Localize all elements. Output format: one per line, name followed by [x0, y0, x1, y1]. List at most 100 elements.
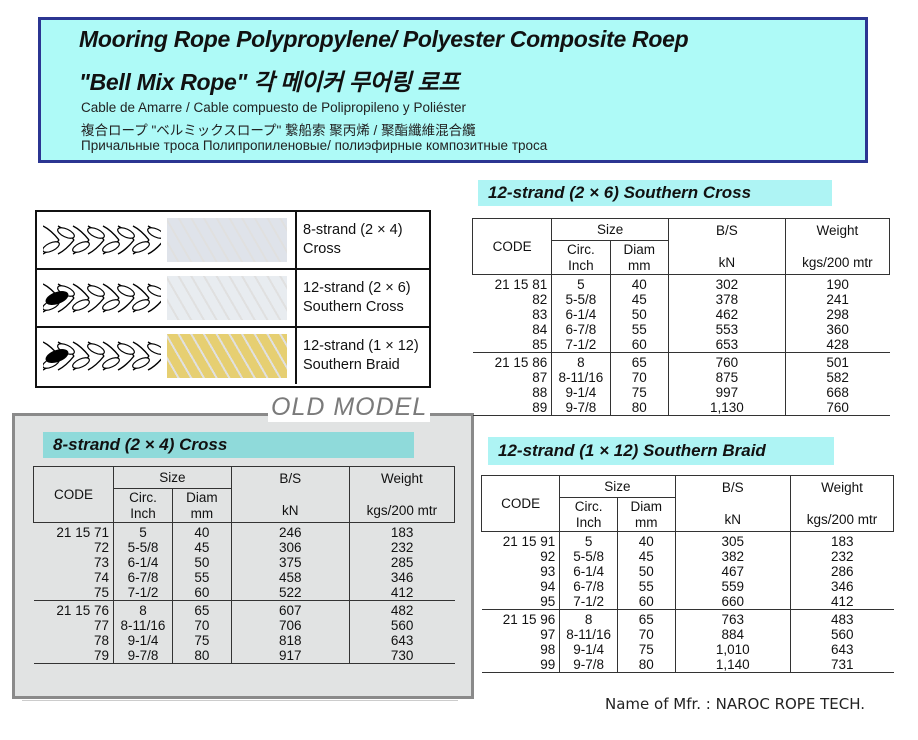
bs-cell: 917 — [230, 648, 350, 664]
circ-cell: 9-1/4 — [559, 642, 618, 657]
code-cell: 94 — [540, 579, 556, 594]
code-cell: 87 — [532, 370, 548, 385]
diam-cell: 40 — [171, 522, 232, 540]
weight-cell: 183 — [348, 522, 455, 540]
bs-header: B/S kN — [667, 218, 786, 275]
weight-cell: 582 — [784, 370, 890, 385]
circ-cell: 5 — [112, 522, 173, 540]
weight-cell: 241 — [784, 292, 890, 307]
circ-cell: 5 — [559, 531, 618, 549]
braid-drawing-icon — [43, 283, 161, 313]
code-cell: 85 — [472, 337, 552, 353]
diam-cell: 70 — [616, 627, 676, 642]
bs-cell: 375 — [230, 555, 350, 570]
mm-label: mm — [635, 514, 658, 530]
cross-title: 8-strand (2 × 4) Cross — [43, 432, 414, 458]
circ-cell: 5-5/8 — [559, 549, 618, 564]
weight-cell: 760 — [784, 400, 890, 416]
bs-cell: 246 — [230, 522, 350, 540]
weight-label: Weight — [380, 470, 423, 486]
bs-cell: 467 — [674, 564, 791, 579]
bs-cell: 763 — [674, 609, 791, 627]
subtitle-bell-mix: "Bell Mix Rope" 각 메이커 무어링 로프 — [79, 69, 460, 95]
code-cell: 92 — [540, 549, 556, 564]
circ-cell: 7-1/2 — [559, 594, 618, 610]
diam-cell: 40 — [609, 274, 669, 292]
diam-cell: 40 — [616, 531, 676, 549]
weight-label: Weight — [816, 222, 859, 238]
code-cell: 21 15 86 — [494, 355, 548, 370]
circ-cell: 7-1/2 — [112, 585, 173, 601]
diam-cell: 80 — [171, 648, 232, 664]
table-row: 99 9-7/8 80 1,140 731 — [481, 657, 894, 673]
rope-type-subname: Southern Braid — [303, 357, 400, 373]
circ-cell: 9-7/8 — [112, 648, 173, 664]
bs-cell: 1,130 — [667, 400, 786, 416]
weight-cell: 286 — [789, 564, 894, 579]
table-row: 74 6-7/8 55 458 346 — [34, 570, 455, 585]
mm-label: mm — [628, 257, 651, 273]
bs-cell: 818 — [230, 633, 350, 648]
old-model-label: OLD MODEL — [268, 393, 431, 422]
weight-cell: 501 — [784, 352, 890, 370]
code-cell: 98 — [540, 642, 556, 657]
diam-cell: 70 — [171, 618, 232, 633]
circ-cell: 5 — [551, 274, 611, 292]
diam-cell: 80 — [616, 657, 676, 673]
southern-braid-title: 12-strand (1 × 12) Southern Braid — [488, 437, 834, 465]
size-header: Size — [112, 466, 232, 489]
table-row: 85 7-1/2 60 653 428 — [472, 337, 890, 353]
bs-cell: 1,010 — [674, 642, 791, 657]
weight-cell: 360 — [784, 322, 890, 337]
table-row: 98 9-1/4 75 1,010 643 — [482, 642, 894, 657]
diam-label: Diam — [630, 498, 663, 514]
diam-cell: 50 — [609, 307, 669, 322]
circ-cell: 8-11/16 — [112, 618, 173, 633]
size-header: Size — [551, 218, 669, 241]
circ-cell: 7-1/2 — [551, 337, 611, 353]
rope-type-name: 12-strand (2 × 6) — [303, 280, 411, 296]
bs-header: B/S kN — [230, 466, 350, 523]
circ-label: Circ. — [567, 241, 595, 257]
bs-cell: 458 — [230, 570, 350, 585]
weight-cell: 643 — [348, 633, 455, 648]
circ-cell: 6-7/8 — [559, 579, 618, 594]
weight-cell: 643 — [789, 642, 894, 657]
bs-cell: 660 — [674, 594, 791, 610]
table-row: 82 5-5/8 45 378 241 — [473, 292, 890, 307]
circ-cell: 8 — [551, 352, 611, 370]
inch-label: Inch — [575, 514, 602, 530]
circ-cell: 6-7/8 — [551, 322, 611, 337]
header-row: CODE Size B/S kN Weight kgs/200 mtr — [471, 218, 891, 275]
table-row: 93 6-1/4 50 467 286 — [482, 564, 894, 579]
inch-label: Inch — [130, 505, 156, 521]
code-cell: 21 15 91 — [502, 534, 556, 549]
bs-cell: 462 — [667, 307, 786, 322]
weight-cell: 232 — [789, 549, 894, 564]
bs-cell: 760 — [667, 352, 786, 370]
diam-cell: 75 — [616, 642, 676, 657]
code-label: CODE — [492, 238, 532, 254]
kn-label: kN — [724, 511, 742, 527]
braid-drawing-icon — [43, 341, 161, 371]
bs-cell: 1,140 — [674, 657, 791, 673]
table-row: 21 15 71 5 40 246 183 — [34, 522, 455, 540]
diam-cell: 80 — [609, 400, 669, 416]
header-row: CODE Size B/S kN Weight kgs/200 mtr — [480, 475, 895, 532]
table-row: 87 8-11/16 70 875 582 — [473, 370, 890, 385]
table-row: 79 9-7/8 80 917 730 — [33, 648, 455, 664]
weight-cell: 412 — [348, 585, 455, 601]
weight-header: Weight kgs/200 mtr — [789, 475, 895, 532]
code-cell: 99 — [481, 657, 560, 673]
divider — [22, 700, 458, 701]
bs-cell: 653 — [667, 337, 786, 353]
circ-cell: 8 — [112, 600, 173, 618]
code-label: CODE — [53, 486, 93, 502]
size-header: Size — [559, 475, 676, 498]
table-row: 78 9-1/4 75 818 643 — [34, 633, 455, 648]
code-cell: 82 — [532, 292, 548, 307]
size-label: Size — [596, 221, 624, 237]
weight-cell: 190 — [784, 274, 890, 292]
circ-header: Circ. Inch — [551, 240, 611, 275]
manufacturer-name: Name of Mfr. : NAROC ROPE TECH. — [605, 695, 865, 713]
